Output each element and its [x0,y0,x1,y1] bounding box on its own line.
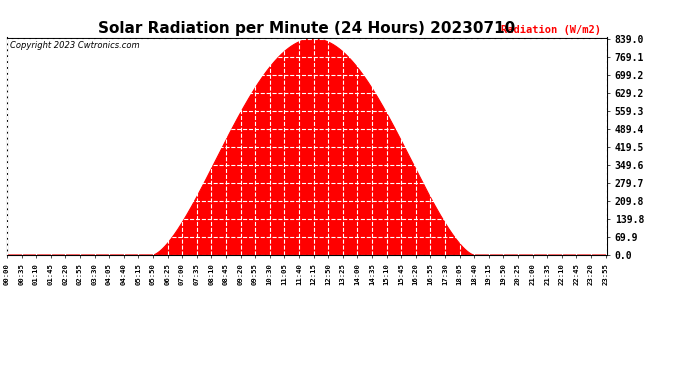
Text: Copyright 2023 Cwtronics.com: Copyright 2023 Cwtronics.com [10,41,139,50]
Text: Radiation (W/m2): Radiation (W/m2) [501,25,601,35]
Title: Solar Radiation per Minute (24 Hours) 20230710: Solar Radiation per Minute (24 Hours) 20… [99,21,515,36]
